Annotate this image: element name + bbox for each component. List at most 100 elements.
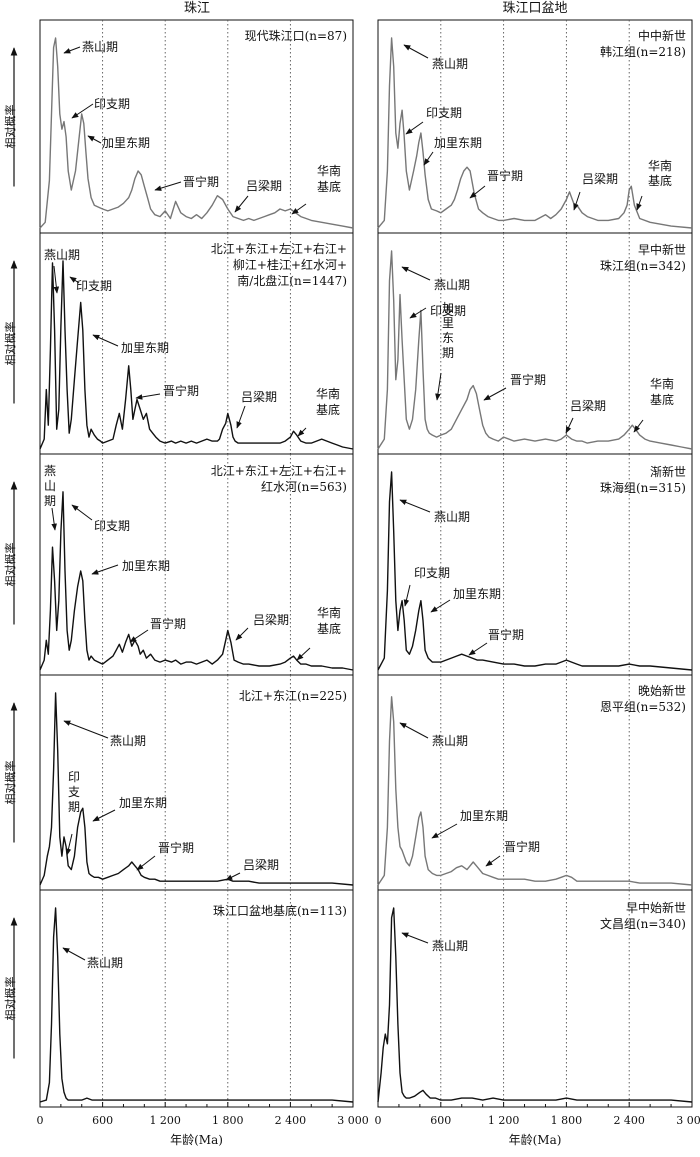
annotation-arrow — [469, 185, 486, 199]
annotation-arrow — [423, 151, 434, 166]
annotation-label: 支 — [68, 785, 80, 799]
panel-title-line: 现代珠江口(n=87) — [245, 29, 347, 43]
annotation-arrow — [403, 584, 411, 607]
annotation-label: 晋宁期 — [487, 168, 523, 183]
annotation-label: 燕山期 — [432, 57, 468, 71]
annotation-label: 印支期 — [414, 566, 450, 580]
annotation-arrow — [399, 722, 429, 739]
panel-title-line: 韩江组(n=218) — [600, 44, 686, 59]
annotation-label: 印 — [68, 770, 80, 784]
annotation-arrow — [135, 393, 161, 400]
x-tick-label: 2 400 — [613, 1114, 645, 1127]
probability-density-curve — [39, 907, 354, 1103]
panel-title-line: 中中新世 — [638, 28, 686, 43]
column-title-pearl-river-mouth-basin: 珠江口盆地 — [502, 1, 567, 16]
annotation-arrow — [236, 405, 246, 429]
annotation-arrow — [430, 599, 451, 613]
annotation-arrow — [92, 334, 119, 347]
panel-title-line: 珠江口盆地基底(n=113) — [213, 903, 347, 918]
probability-density-curve — [377, 250, 693, 450]
annotation-label: 东 — [442, 331, 454, 345]
annotation-label: 加里东期 — [122, 559, 170, 573]
annotation-arrow — [129, 629, 149, 643]
annotation-arrow — [62, 947, 86, 961]
annotation-label: 加里东期 — [102, 136, 150, 150]
annotation-label: 加里东期 — [434, 136, 482, 150]
annotation-arrow — [431, 823, 458, 839]
annotation-label: 晋宁期 — [150, 616, 186, 631]
x-axis: 0 600 1 200 1 800 2 400 3 000 年龄(Ma) — [375, 1102, 700, 1147]
annotation-label: 基底 — [648, 173, 672, 188]
x-tick-label: 600 — [430, 1114, 451, 1127]
annotation-label: 吕梁期 — [241, 389, 277, 404]
annotation-label: 吕梁期 — [246, 178, 282, 193]
probability-density-curve — [377, 907, 693, 1103]
annotation-arrow — [435, 372, 442, 401]
annotation-arrow — [63, 720, 109, 739]
annotation-arrow — [225, 872, 241, 881]
annotation-label: 晋宁期 — [504, 839, 540, 854]
annotation-label: 山 — [44, 479, 56, 493]
annotation-label: 晋宁期 — [158, 840, 194, 855]
annotation-label: 华南 — [317, 605, 341, 620]
annotation-label: 晋宁期 — [488, 627, 524, 642]
x-tick-label: 1 200 — [488, 1114, 520, 1127]
x-tick-label: 1 800 — [551, 1114, 583, 1127]
annotation-label: 燕山期 — [432, 734, 468, 748]
probability-density-curve — [39, 260, 354, 450]
annotation-arrow — [468, 642, 488, 656]
annotation-label: 吕梁期 — [243, 857, 279, 872]
annotation-arrow — [485, 855, 501, 867]
annotation-label: 印支期 — [76, 279, 112, 293]
y-axis-label: 相对概率 — [3, 761, 17, 805]
panel-title-line: 恩平组(n=532) — [600, 700, 686, 714]
annotation-arrow — [71, 103, 94, 119]
panel-title-line: 晚始新世 — [638, 683, 686, 698]
annotation-label: 燕山期 — [434, 510, 470, 524]
panel-frame — [39, 889, 354, 1108]
annotation-arrow — [565, 417, 574, 434]
panel-title-line: 柳江+桂江+红水河+ — [233, 257, 347, 272]
y-axis-label: 相对概率 — [3, 322, 17, 366]
annotation-arrow — [291, 203, 307, 215]
panel-3: 北江+东江+左江+右江+柳江+桂江+红水河+南/北盘江(n=1447) 燕山期印支… — [39, 232, 354, 455]
annotation-arrow — [71, 504, 93, 521]
probability-density-curve — [39, 491, 354, 671]
annotation-arrow — [401, 266, 431, 281]
x-tick-label: 0 — [375, 1114, 382, 1127]
x-tick-label: 1 200 — [149, 1114, 181, 1127]
x-tick-label: 1 800 — [212, 1114, 244, 1127]
annotation-arrow — [405, 121, 424, 135]
annotation-label: 加里东期 — [119, 796, 167, 810]
annotation-label: 印支期 — [430, 304, 466, 318]
x-tick-label: 0 — [37, 1114, 44, 1127]
x-axis: 0 600 1 200 1 800 2 400 3 000 年龄(Ma) — [37, 1102, 369, 1147]
annotation-label: 加里东期 — [121, 341, 169, 355]
annotation-arrow — [53, 265, 60, 294]
annotation-label: 印支期 — [426, 106, 462, 120]
annotation-label: 燕山期 — [110, 734, 146, 748]
annotation-label: 燕 — [44, 464, 56, 478]
annotation-arrow — [401, 932, 429, 944]
annotation-arrow — [69, 276, 80, 284]
panel-title-line: 北江+东江+左江+右江+ — [211, 241, 347, 256]
panel-title-line: 早中新世 — [638, 242, 686, 257]
annotation-label: 燕山期 — [434, 278, 470, 292]
panel-title-line: 早中始新世 — [626, 900, 686, 915]
annotation-arrow — [399, 499, 431, 513]
probability-density-curve — [377, 696, 693, 886]
annotation-label: 里 — [442, 316, 454, 330]
x-axis-label: 年龄(Ma) — [509, 1133, 562, 1147]
annotation-label: 吕梁期 — [253, 612, 289, 627]
annotation-arrow — [409, 307, 427, 319]
annotation-arrow — [51, 507, 57, 531]
annotation-label: 加里东期 — [460, 809, 508, 823]
annotation-label: 燕山期 — [432, 939, 468, 953]
